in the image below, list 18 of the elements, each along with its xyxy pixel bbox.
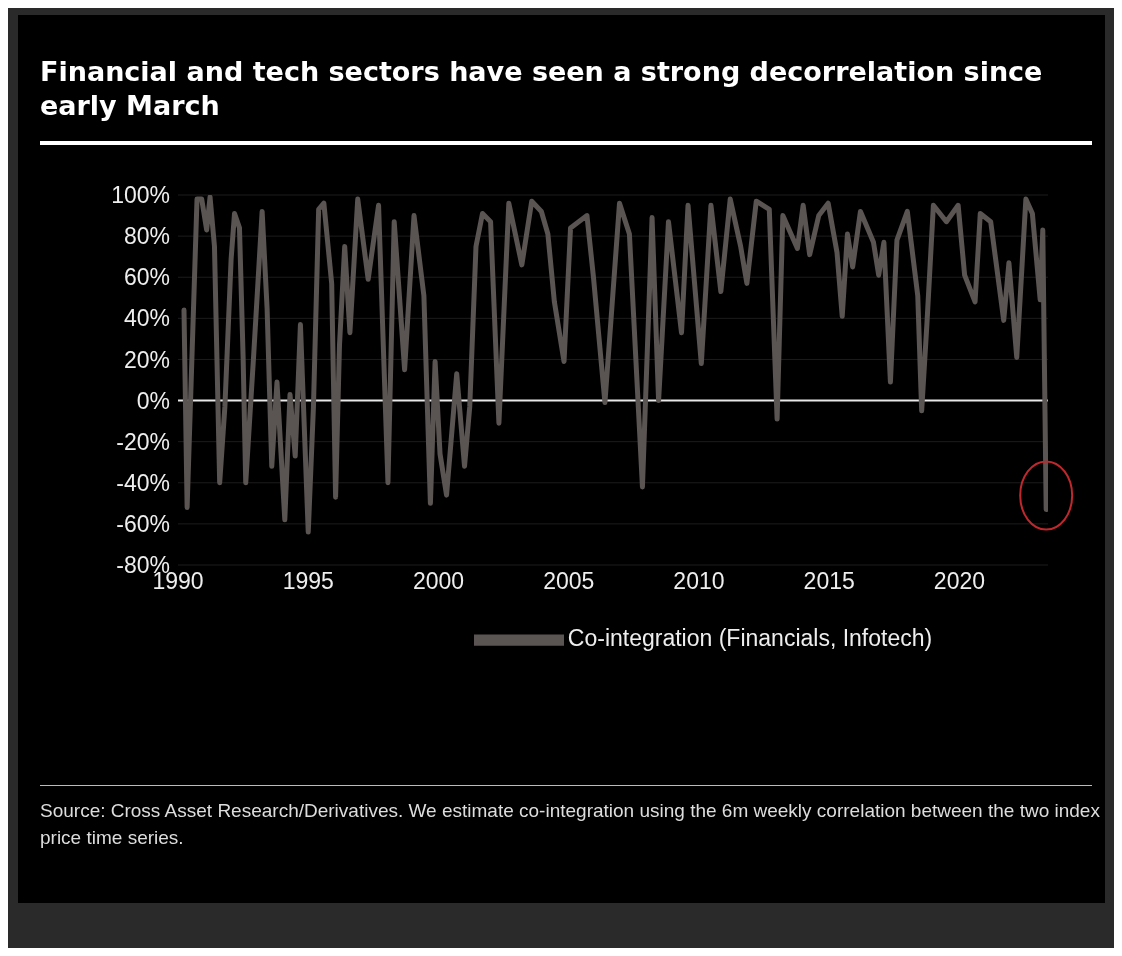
y-tick-label: 0% (136, 387, 170, 414)
y-tick-label: 100% (111, 182, 170, 209)
y-tick-label: -40% (116, 469, 170, 496)
x-tick-label: 2020 (933, 568, 986, 595)
y-tick-label: -20% (116, 428, 170, 455)
legend-label: Co-integration (Financials, Infotech) (567, 625, 933, 652)
y-tick-label: -60% (116, 511, 170, 538)
y-tick-label: 80% (123, 223, 170, 250)
x-tick-label: 2015 (803, 568, 855, 595)
y-tick-label: 20% (123, 346, 170, 373)
chart-title: Financial and tech sectors have seen a strong decorrelation since early March (40, 55, 1044, 123)
x-tick-label: 1995 (282, 568, 334, 595)
x-tick-label: 2000 (412, 568, 465, 595)
x-tick-label: 2005 (543, 568, 595, 595)
y-tick-label: 60% (123, 264, 170, 291)
y-tick-label: 40% (123, 305, 170, 332)
source-note: Source: Cross Asset Research/Derivatives. We estimate co-integration using the 6m weekly correlation between the two index price time series. (40, 799, 1100, 850)
x-tick-label: 2010 (673, 568, 725, 595)
